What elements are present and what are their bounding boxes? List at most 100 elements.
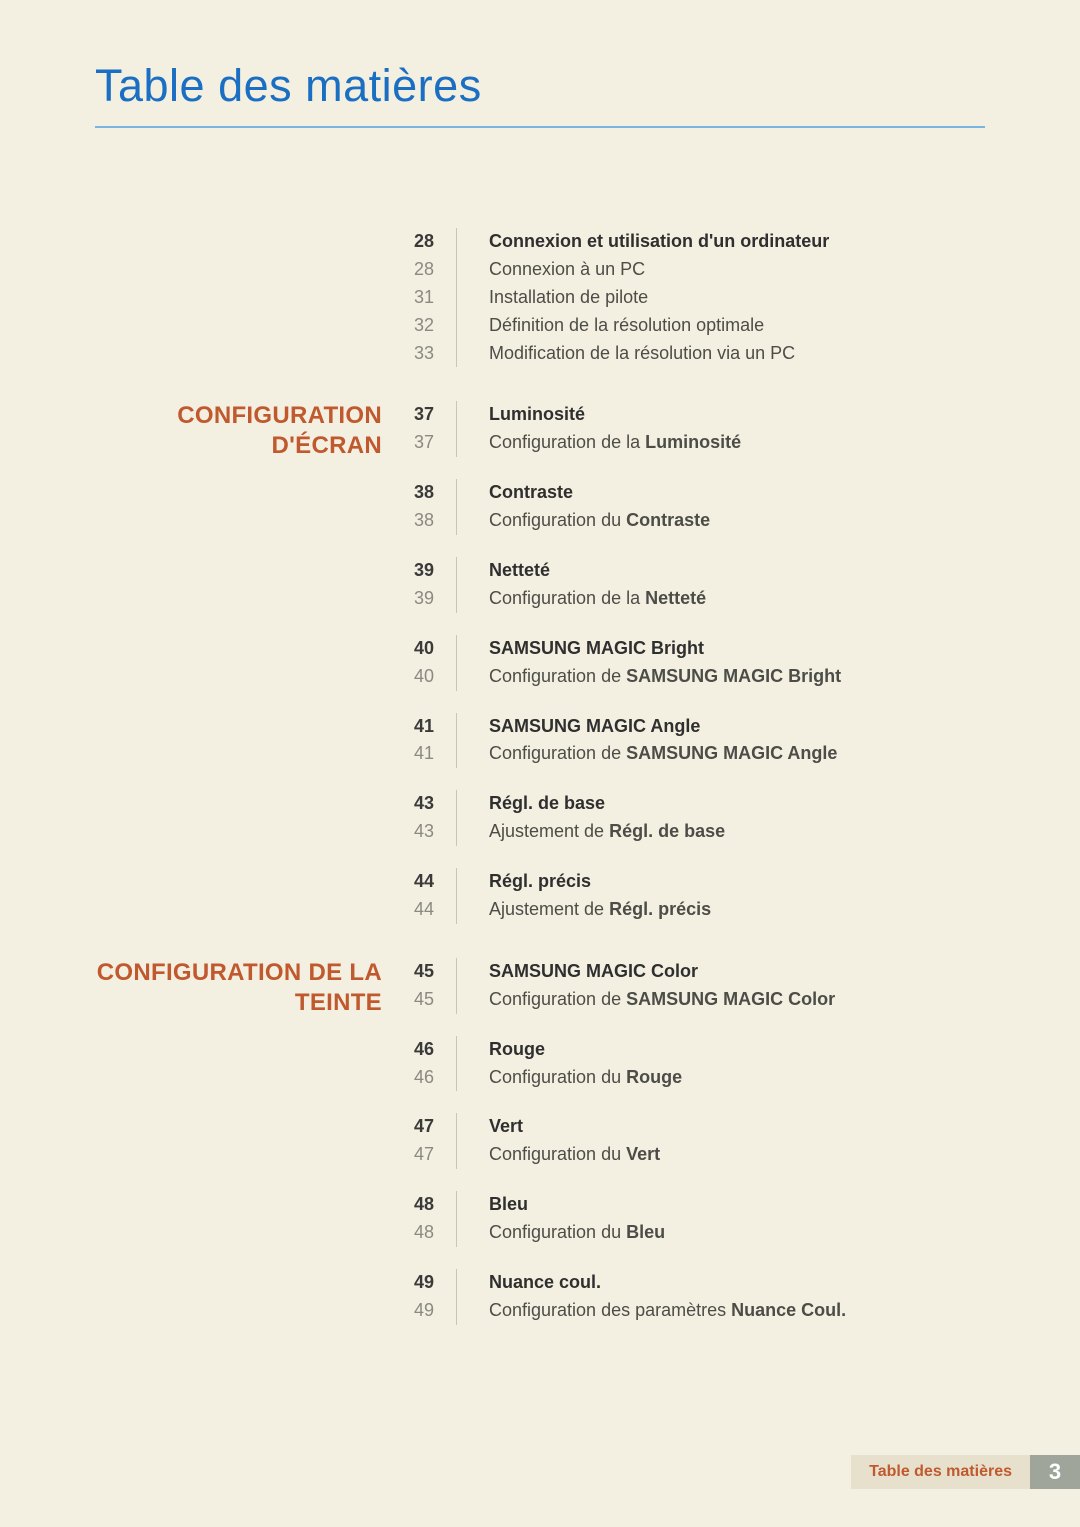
- entry-text-part: Régl. précis: [609, 899, 711, 919]
- entry-text-part: Vert: [626, 1144, 660, 1164]
- entry-page-number: 43: [400, 790, 434, 818]
- entry-text: SAMSUNG MAGIC Bright: [456, 635, 985, 663]
- entry-group: 44Régl. précis44Ajustement de Régl. préc…: [400, 868, 985, 924]
- entry-group: 49Nuance coul.49 Configuration des paramè…: [400, 1269, 985, 1325]
- entry-text-part: Modification de la résolution via un PC: [489, 343, 795, 363]
- toc-entry[interactable]: 38Contraste: [400, 479, 985, 507]
- entry-text: Installation de pilote: [456, 284, 985, 312]
- entry-page-number: 41: [400, 740, 434, 768]
- toc-entry[interactable]: 37Configuration de la Luminosité: [400, 429, 985, 457]
- entry-text-part: Régl. de base: [609, 821, 725, 841]
- block-left: CONFIGURATION DE LA TEINTE: [95, 958, 400, 1325]
- entry-page-number: 46: [400, 1064, 434, 1092]
- entry-text-part: Configuration de la: [489, 588, 645, 608]
- entry-text-part: SAMSUNG MAGIC Bright: [489, 638, 704, 658]
- entry-text-part: SAMSUNG MAGIC Color: [489, 961, 698, 981]
- toc-entry[interactable]: 45SAMSUNG MAGIC Color: [400, 958, 985, 986]
- entry-page-number: 28: [400, 228, 434, 256]
- toc-entry[interactable]: 39 Netteté: [400, 557, 985, 585]
- toc-entry[interactable]: 48Configuration du Bleu: [400, 1219, 985, 1247]
- entry-text: Connexion à un PC: [456, 256, 985, 284]
- entry-text-part: Netteté: [645, 588, 706, 608]
- page-title: Table des matières: [95, 60, 985, 128]
- toc-entry[interactable]: 49 Configuration des paramètres Nuance Co…: [400, 1297, 985, 1325]
- entry-text-part: Nuance coul.: [489, 1272, 601, 1292]
- toc-entry[interactable]: 28Connexion à un PC: [400, 256, 985, 284]
- entry-text-part: SAMSUNG MAGIC Bright: [626, 666, 841, 686]
- entry-text: Vert: [456, 1113, 985, 1141]
- entry-page-number: 31: [400, 284, 434, 312]
- toc-entry[interactable]: 43Ajustement de Régl. de base: [400, 818, 985, 846]
- entry-text-part: Bleu: [626, 1222, 665, 1242]
- entry-text-part: Configuration du: [489, 1222, 626, 1242]
- toc-entry[interactable]: 41SAMSUNG MAGIC Angle: [400, 713, 985, 741]
- toc-entry[interactable]: 44Ajustement de Régl. précis: [400, 896, 985, 924]
- entry-text-part: Configuration des paramètres: [489, 1300, 731, 1320]
- entry-text-part: Configuration de: [489, 989, 626, 1009]
- toc-entry[interactable]: 33Modification de la résolution via un P…: [400, 340, 985, 368]
- toc-entry[interactable]: 46 Rouge: [400, 1036, 985, 1064]
- toc-entry[interactable]: 31 Installation de pilote: [400, 284, 985, 312]
- entry-text-part: Ajustement de: [489, 899, 609, 919]
- entry-page-number: 38: [400, 479, 434, 507]
- toc-entry[interactable]: 40Configuration de SAMSUNG MAGIC Bright: [400, 663, 985, 691]
- toc-entry[interactable]: 39 Configuration de la Netteté: [400, 585, 985, 613]
- entry-text-part: Rouge: [626, 1067, 682, 1087]
- entry-page-number: 32: [400, 312, 434, 340]
- entry-page-number: 48: [400, 1191, 434, 1219]
- entry-text-part: SAMSUNG MAGIC Color: [626, 989, 835, 1009]
- toc-entry[interactable]: 43 Régl. de base: [400, 790, 985, 818]
- toc-block: 28Connexion et utilisation d'un ordinate…: [95, 228, 985, 367]
- block-right: 28Connexion et utilisation d'un ordinate…: [400, 228, 985, 367]
- toc-entry[interactable]: 38Configuration du Contraste: [400, 507, 985, 535]
- footer-label: Table des matières: [851, 1455, 1030, 1489]
- toc-entry[interactable]: 47Configuration du Vert: [400, 1141, 985, 1169]
- toc-entry[interactable]: 41 Configuration de SAMSUNG MAGIC Angle: [400, 740, 985, 768]
- entry-text: Configuration de la Luminosité: [456, 429, 985, 457]
- entry-page-number: 39: [400, 585, 434, 613]
- entry-page-number: 46: [400, 1036, 434, 1064]
- entry-text: Configuration de SAMSUNG MAGIC Bright: [456, 663, 985, 691]
- toc-block: CONFIGURATION DE LA TEINTE45SAMSUNG MAGI…: [95, 958, 985, 1325]
- entry-text-part: Configuration de: [489, 666, 626, 686]
- footer-page-number: 3: [1030, 1455, 1080, 1489]
- entry-text-part: Rouge: [489, 1039, 545, 1059]
- toc-entry[interactable]: 49Nuance coul.: [400, 1269, 985, 1297]
- block-right: 37Luminosité37Configuration de la Lumino…: [400, 401, 985, 923]
- entry-page-number: 49: [400, 1297, 434, 1325]
- entry-group: 43Régl. de base43Ajustement de Régl. de …: [400, 790, 985, 846]
- toc-entry[interactable]: 37Luminosité: [400, 401, 985, 429]
- entry-text-part: Configuration du: [489, 510, 626, 530]
- entry-page-number: 39: [400, 557, 434, 585]
- block-left: CONFIGURATION D'ÉCRAN: [95, 401, 400, 923]
- entry-text: Configuration de SAMSUNG MAGIC Angle: [456, 740, 985, 768]
- entry-page-number: 40: [400, 635, 434, 663]
- toc-entry[interactable]: 44Régl. précis: [400, 868, 985, 896]
- entry-text: Rouge: [456, 1036, 985, 1064]
- entry-group: 46 Rouge 46 Configuration du Rouge: [400, 1036, 985, 1092]
- entry-text-part: SAMSUNG MAGIC Angle: [489, 716, 700, 736]
- toc-content: 28Connexion et utilisation d'un ordinate…: [95, 228, 985, 1359]
- entry-text: Ajustement de Régl. précis: [456, 896, 985, 924]
- entry-text: Configuration des paramètres Nuance Coul…: [456, 1297, 985, 1325]
- toc-entry[interactable]: 32Définition de la résolution optimale: [400, 312, 985, 340]
- entry-page-number: 38: [400, 507, 434, 535]
- footer: Table des matières 3: [851, 1455, 1080, 1489]
- entry-text-part: Régl. de base: [489, 793, 605, 813]
- toc-entry[interactable]: 45Configuration de SAMSUNG MAGIC Color: [400, 986, 985, 1014]
- entry-group: 47Vert47Configuration du Vert: [400, 1113, 985, 1169]
- entry-text-part: Configuration du: [489, 1144, 626, 1164]
- toc-entry[interactable]: 47Vert: [400, 1113, 985, 1141]
- block-right: 45SAMSUNG MAGIC Color45Configuration de …: [400, 958, 985, 1325]
- entry-text: SAMSUNG MAGIC Angle: [456, 713, 985, 741]
- entry-text-part: Configuration du: [489, 1067, 626, 1087]
- toc-entry[interactable]: 28Connexion et utilisation d'un ordinate…: [400, 228, 985, 256]
- entry-text: Régl. de base: [456, 790, 985, 818]
- toc-entry[interactable]: 46 Configuration du Rouge: [400, 1064, 985, 1092]
- entry-text: Luminosité: [456, 401, 985, 429]
- entry-text-part: Nuance Coul.: [731, 1300, 846, 1320]
- toc-entry[interactable]: 40 SAMSUNG MAGIC Bright: [400, 635, 985, 663]
- toc-entry[interactable]: 48Bleu: [400, 1191, 985, 1219]
- entry-group: 37Luminosité37Configuration de la Lumino…: [400, 401, 985, 457]
- entry-text-part: Netteté: [489, 560, 550, 580]
